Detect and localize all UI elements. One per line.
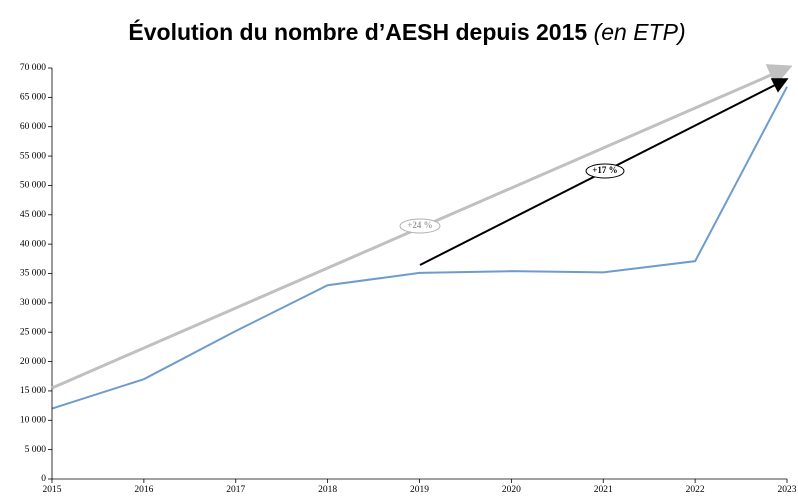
y-tick-label: 10 000: [20, 415, 46, 425]
y-tick-label: 15 000: [20, 386, 46, 396]
y-tick-label: 70 000: [20, 63, 46, 73]
y-tick-label: 5 000: [25, 445, 47, 455]
y-tick-label: 30 000: [20, 298, 46, 308]
annotation: +17 %: [592, 165, 617, 175]
title-main: Évolution du nombre d’AESH depuis 2015: [128, 18, 587, 45]
x-tick-label: 2022: [686, 485, 705, 495]
x-tick-label: 2021: [594, 485, 613, 495]
y-tick-label: 20 000: [20, 357, 46, 367]
annotation: +24 %: [407, 220, 432, 230]
y-tick-label: 35 000: [20, 269, 46, 279]
y-tick-label: 0: [41, 474, 46, 484]
x-tick-label: 2016: [134, 485, 153, 495]
x-tick-label: 2018: [318, 485, 337, 495]
annotation-bubble: [399, 218, 441, 234]
annotation-bubble: [585, 163, 625, 179]
x-tick-label: 2019: [410, 485, 429, 495]
y-tick-label: 45 000: [20, 210, 46, 220]
chart-title: Évolution du nombre d’AESH depuis 2015 (…: [128, 18, 685, 45]
x-tick-label: 2020: [502, 485, 521, 495]
y-tick-label: 25 000: [20, 327, 46, 337]
y-tick-label: 65 000: [20, 93, 46, 103]
x-tick-label: 2023: [778, 485, 797, 495]
y-tick-label: 55 000: [20, 151, 46, 161]
y-tick-label: 40 000: [20, 239, 46, 249]
y-tick-label: 50 000: [20, 181, 46, 191]
line-series: [51, 86, 788, 410]
title-sub: (en ETP): [594, 19, 686, 45]
y-tick-label: 60 000: [20, 122, 46, 132]
x-tick-label: 2015: [43, 485, 62, 495]
x-tick-label: 2017: [226, 485, 245, 495]
